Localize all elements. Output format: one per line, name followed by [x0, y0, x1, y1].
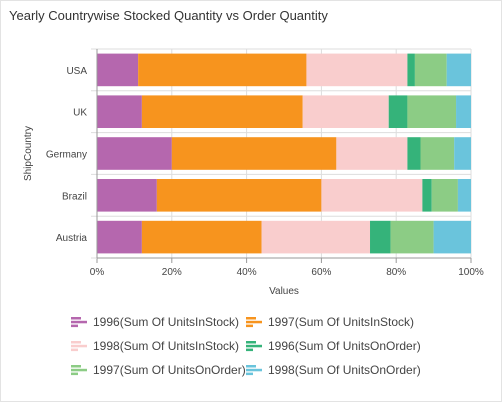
y-tick-label: Austria	[56, 233, 88, 244]
y-tick-label: USA	[66, 66, 87, 77]
bar-segment	[306, 53, 408, 87]
y-tick-label: UK	[73, 108, 87, 119]
y-axis-title: ShipCountry	[23, 126, 34, 181]
bar-segment	[138, 53, 307, 87]
legend-label: 1998(Sum Of UnitsOnOrder)	[268, 363, 421, 377]
bar-series-icon	[71, 316, 87, 328]
legend-item[interactable]: 1998(Sum Of UnitsOnOrder)	[246, 361, 451, 379]
x-tick-label: 20%	[162, 267, 182, 278]
legend-item[interactable]: 1997(Sum Of UnitsInStock)	[246, 313, 451, 331]
legend-item[interactable]: 1998(Sum Of UnitsInStock)	[71, 337, 246, 355]
bar-segment	[414, 53, 447, 87]
bar-segment	[420, 137, 455, 170]
bar-segment	[97, 53, 139, 87]
legend-label: 1996(Sum Of UnitsOnOrder)	[268, 339, 421, 353]
bar-segment	[302, 95, 389, 129]
bar-segment	[431, 178, 458, 212]
bar-series-icon	[71, 364, 87, 376]
bar-series-icon	[71, 340, 87, 352]
bar-segment	[141, 220, 262, 254]
legend-label: 1998(Sum Of UnitsInStock)	[93, 339, 240, 353]
x-tick-label: 0%	[90, 267, 105, 278]
bar-segment	[407, 53, 415, 87]
bar-segment	[97, 137, 172, 170]
bar-segment	[171, 137, 337, 170]
bar-segment	[97, 220, 142, 254]
bar-segment	[390, 220, 434, 254]
bar-segment	[261, 220, 371, 254]
bar-segment	[422, 178, 432, 212]
x-axis-title: Values	[269, 286, 299, 297]
bar-segment	[388, 95, 408, 129]
x-tick-label: 40%	[237, 267, 257, 278]
chart-legend: 1996(Sum Of UnitsInStock) 1997(Sum Of Uni…	[71, 313, 451, 379]
legend-item[interactable]: 1997(Sum Of UnitsOnOrder)	[71, 361, 246, 379]
bar-segment	[370, 220, 391, 254]
bar-series-icon	[246, 316, 262, 328]
bar-segment	[454, 137, 471, 170]
bar-segment	[407, 95, 457, 129]
bar-segment	[457, 178, 471, 212]
legend-label: 1997(Sum Of UnitsOnOrder)	[93, 363, 246, 377]
stacked-bar-chart: 0% 20% 40% 60% 80% 100% USA UK Germany Brazil Aust…	[23, 48, 484, 297]
bar-segment	[433, 220, 471, 254]
bar-segment	[97, 178, 157, 212]
chart-title: Yearly Countrywise Stocked Quantity vs O…	[9, 8, 328, 23]
bar-segment	[321, 178, 423, 212]
bar-segment	[407, 137, 421, 170]
y-tick-label: Germany	[46, 150, 87, 161]
legend-label: 1996(Sum Of UnitsInStock)	[93, 315, 240, 329]
bar-segment	[336, 137, 408, 170]
x-tick-label: 100%	[458, 267, 484, 278]
bar-series-icon	[246, 364, 262, 376]
x-tick-label: 80%	[386, 267, 406, 278]
legend-label: 1997(Sum Of UnitsInStock)	[268, 315, 415, 329]
bar-segment	[446, 53, 471, 87]
bar-segment	[141, 95, 303, 129]
legend-item[interactable]: 1996(Sum Of UnitsInStock)	[71, 313, 246, 331]
bar-series-icon	[246, 340, 262, 352]
bar-segment	[97, 95, 142, 129]
legend-item[interactable]: 1996(Sum Of UnitsOnOrder)	[246, 337, 451, 355]
x-tick-label: 60%	[311, 267, 331, 278]
bar-segment	[156, 178, 322, 212]
bar-segment	[456, 95, 471, 129]
y-tick-label: Brazil	[62, 191, 87, 202]
